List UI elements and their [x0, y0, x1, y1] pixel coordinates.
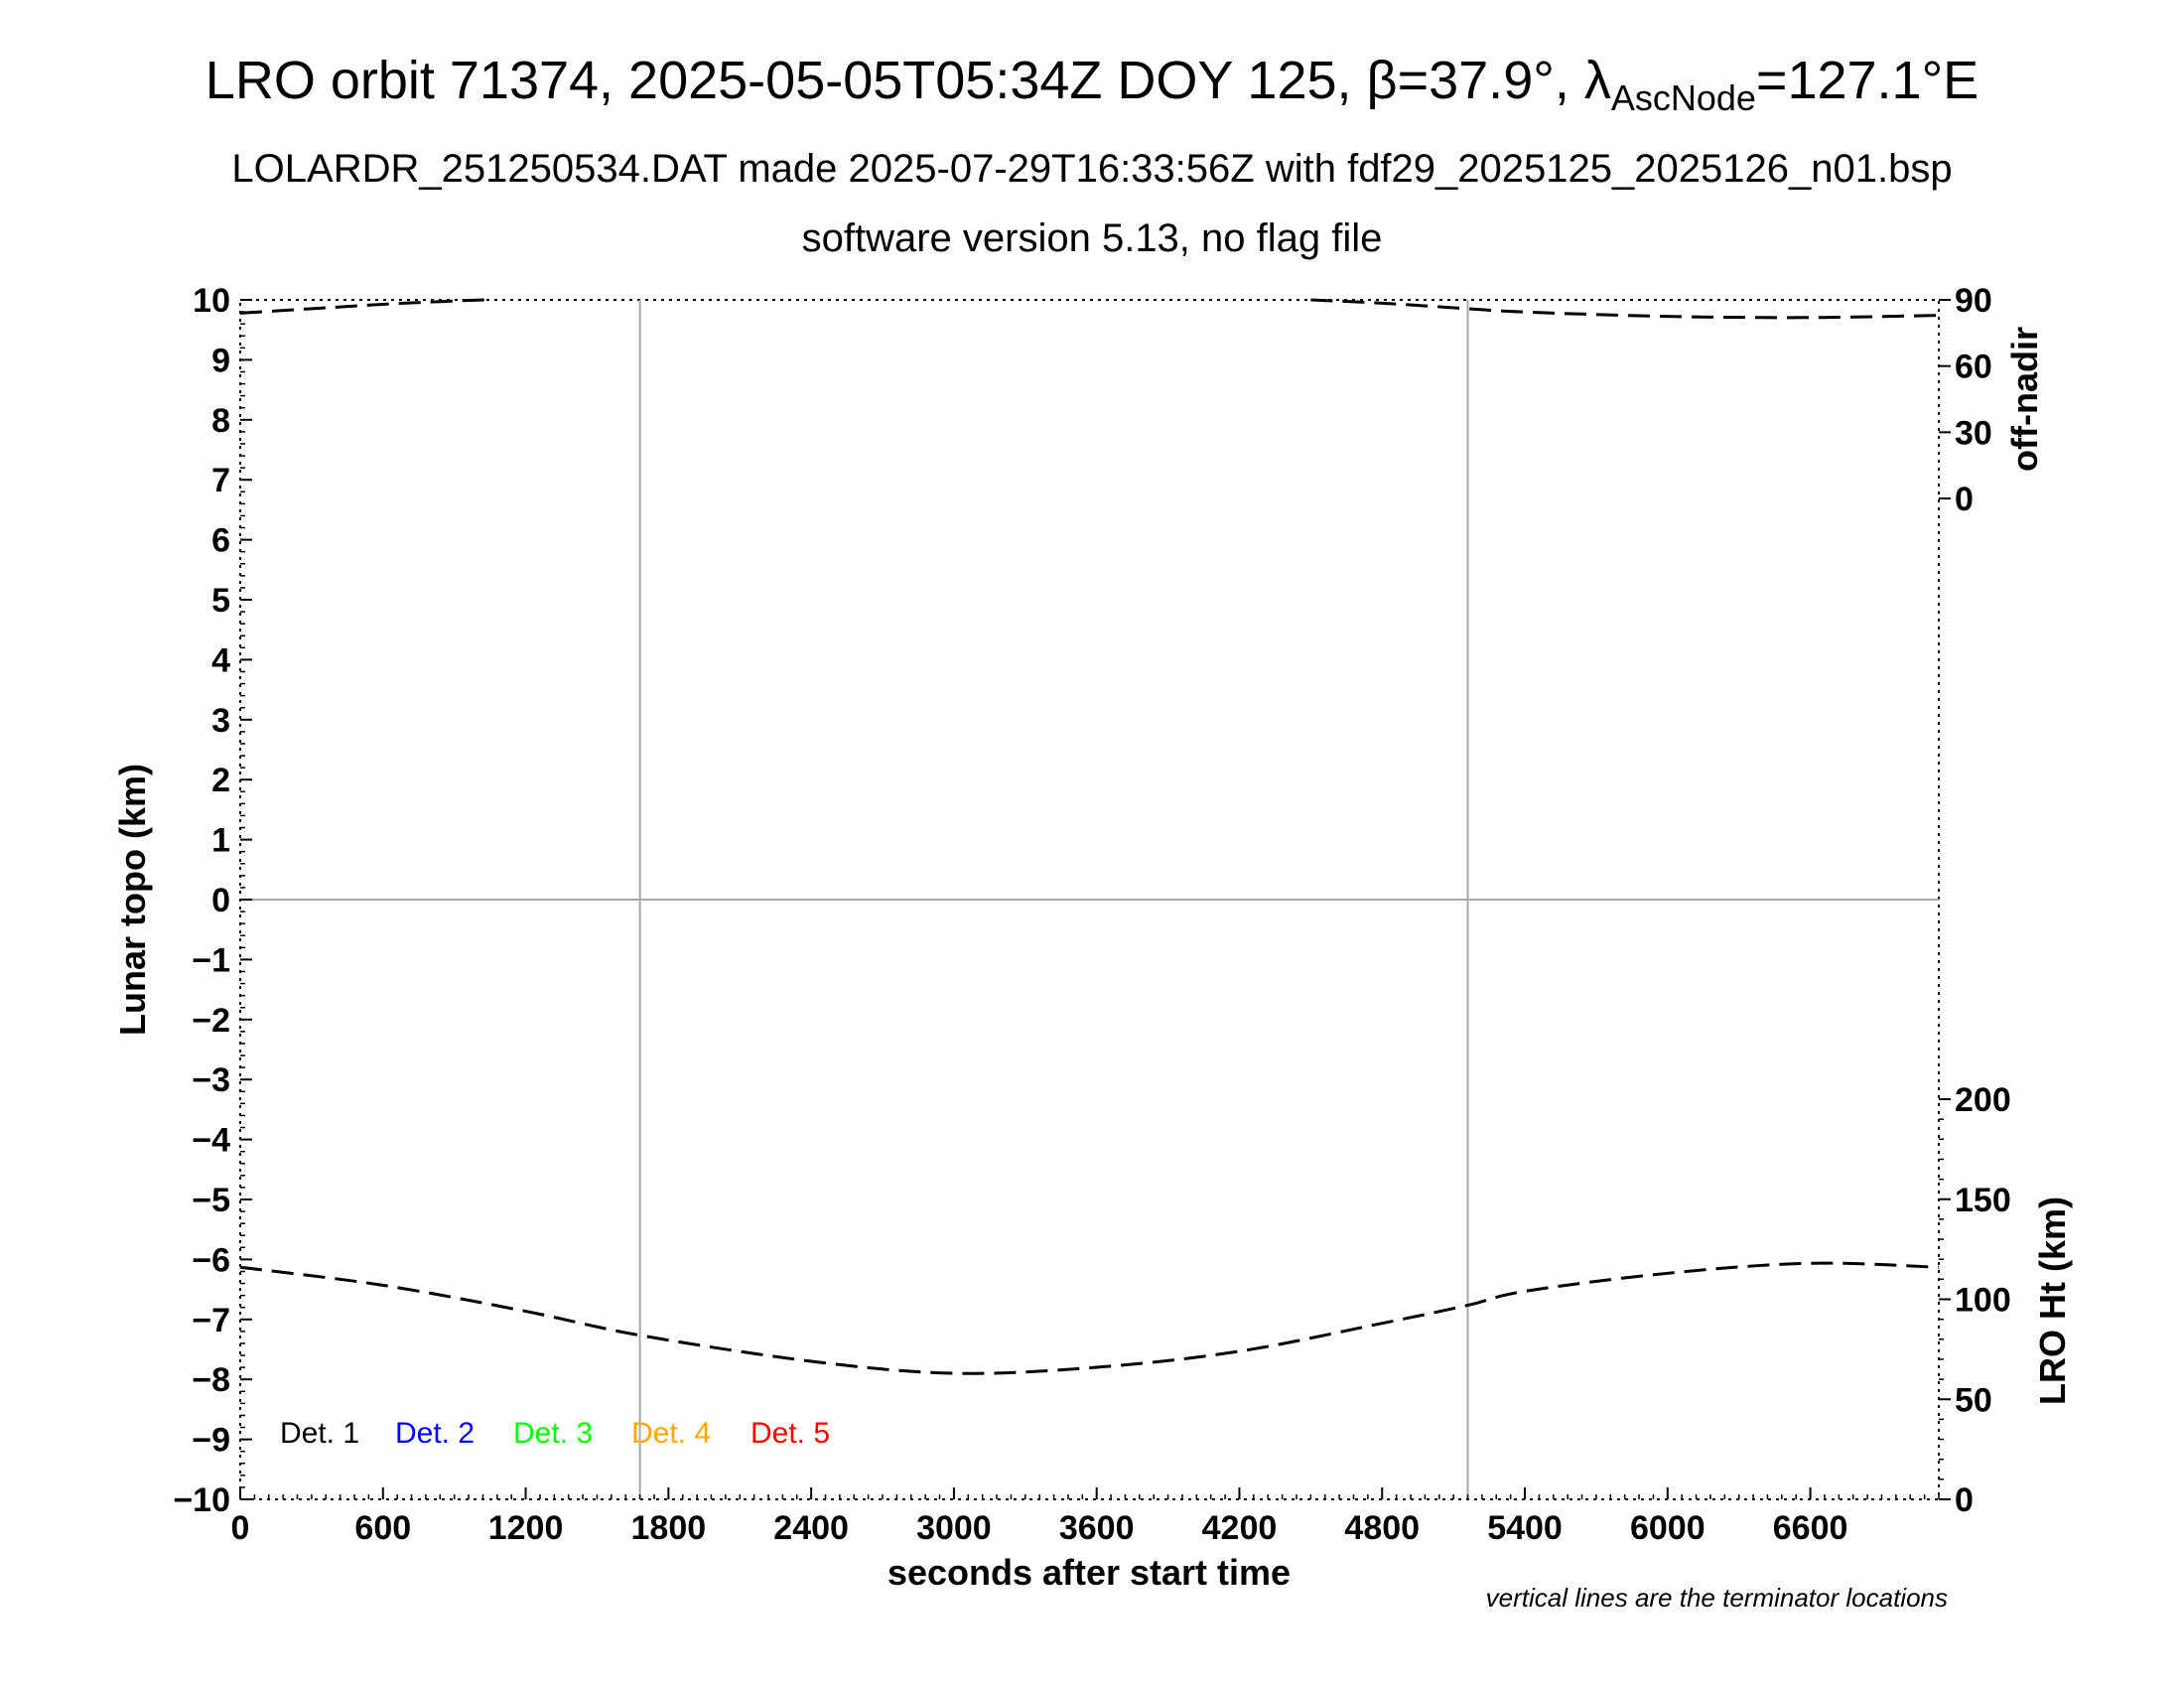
y-tick-label: 7: [211, 462, 230, 499]
off-nadir-tick-label: 30: [1955, 414, 1992, 452]
lro-height-curve-1: [239, 1261, 1940, 1375]
x-tick-label: 6600: [1773, 1509, 1848, 1547]
lro-height-tick-label: 0: [1955, 1481, 1974, 1519]
y-tick-label: 1: [211, 822, 230, 860]
legend-entry-det-3: Det. 3: [513, 1417, 593, 1450]
legend-entry-det-5: Det. 5: [751, 1417, 830, 1450]
chart-title: LRO orbit 71374, 2025-05-05T05:34Z DOY 1…: [205, 51, 1979, 118]
y-tick-label: −3: [192, 1061, 230, 1099]
x-tick-label: 6000: [1630, 1509, 1706, 1547]
y-tick-label: −10: [173, 1481, 230, 1519]
y-tick-label: 6: [211, 522, 230, 560]
x-tick-label: 1800: [631, 1509, 707, 1547]
x-tick-label: 1200: [488, 1509, 564, 1547]
x-tick-label: 5400: [1487, 1509, 1563, 1547]
y-tick-label: 3: [211, 702, 230, 740]
x-axis-title: seconds after start time: [887, 1552, 1291, 1593]
chart-subtitle-file: LOLARDR_251250534.DAT made 2025-07-29T16…: [231, 147, 1953, 191]
x-tick-label: 600: [354, 1509, 411, 1547]
y-tick-label: 10: [193, 282, 230, 320]
legend-entry-det-2: Det. 2: [395, 1417, 475, 1450]
y-tick-label: −5: [192, 1182, 230, 1219]
y-tick-label: −1: [192, 941, 230, 979]
lro-height-tick-label: 50: [1955, 1381, 1992, 1419]
y-tick-label: −6: [192, 1241, 230, 1279]
off-nadir-tick-label: 90: [1955, 282, 1992, 320]
lro-height-tick-label: 100: [1955, 1282, 2011, 1320]
off-nadir-axis-title: off-nadir: [2004, 327, 2045, 472]
lro-height-tick-label: 150: [1955, 1182, 2011, 1219]
y-tick-label: 5: [211, 582, 230, 620]
off-nadir-tick-label: 0: [1955, 481, 1974, 518]
x-tick-label: 3600: [1059, 1509, 1135, 1547]
off-nadir-curve-2: [239, 298, 485, 315]
y-tick-label: −2: [192, 1002, 230, 1040]
chart-subtitle-version: software version 5.13, no flag file: [801, 216, 1383, 260]
legend: Det. 1 Det. 2 Det. 3 Det. 4 Det. 5: [280, 1417, 830, 1450]
off-nadir-curve-3: [1310, 298, 1940, 320]
y-tick-label: −7: [192, 1302, 230, 1339]
y-tick-label: 2: [211, 762, 230, 799]
x-tick-label: 3000: [916, 1509, 992, 1547]
legend-entry-det-4: Det. 4: [631, 1417, 711, 1450]
terminator-footnote: vertical lines are the terminator locati…: [1486, 1583, 1948, 1613]
y-tick-label: 9: [211, 342, 230, 379]
legend-entry-det-1: Det. 1: [280, 1417, 359, 1450]
y-axis-title: Lunar topo (km): [112, 764, 153, 1036]
x-tick-label: 0: [231, 1509, 250, 1547]
x-tick-label: 2400: [773, 1509, 849, 1547]
lro-height-tick-label: 200: [1955, 1081, 2011, 1119]
y-tick-label: 8: [211, 402, 230, 440]
y-tick-label: −4: [192, 1122, 230, 1160]
x-tick-label: 4200: [1202, 1509, 1278, 1547]
y-tick-label: −9: [192, 1422, 230, 1460]
y-tick-label: 4: [211, 641, 230, 679]
x-tick-label: 4800: [1344, 1509, 1420, 1547]
y-tick-label: 0: [211, 882, 230, 919]
y-tick-label: −8: [192, 1361, 230, 1399]
off-nadir-tick-label: 60: [1955, 349, 1992, 386]
lro-height-axis-title: LRO Ht (km): [2032, 1196, 2073, 1405]
